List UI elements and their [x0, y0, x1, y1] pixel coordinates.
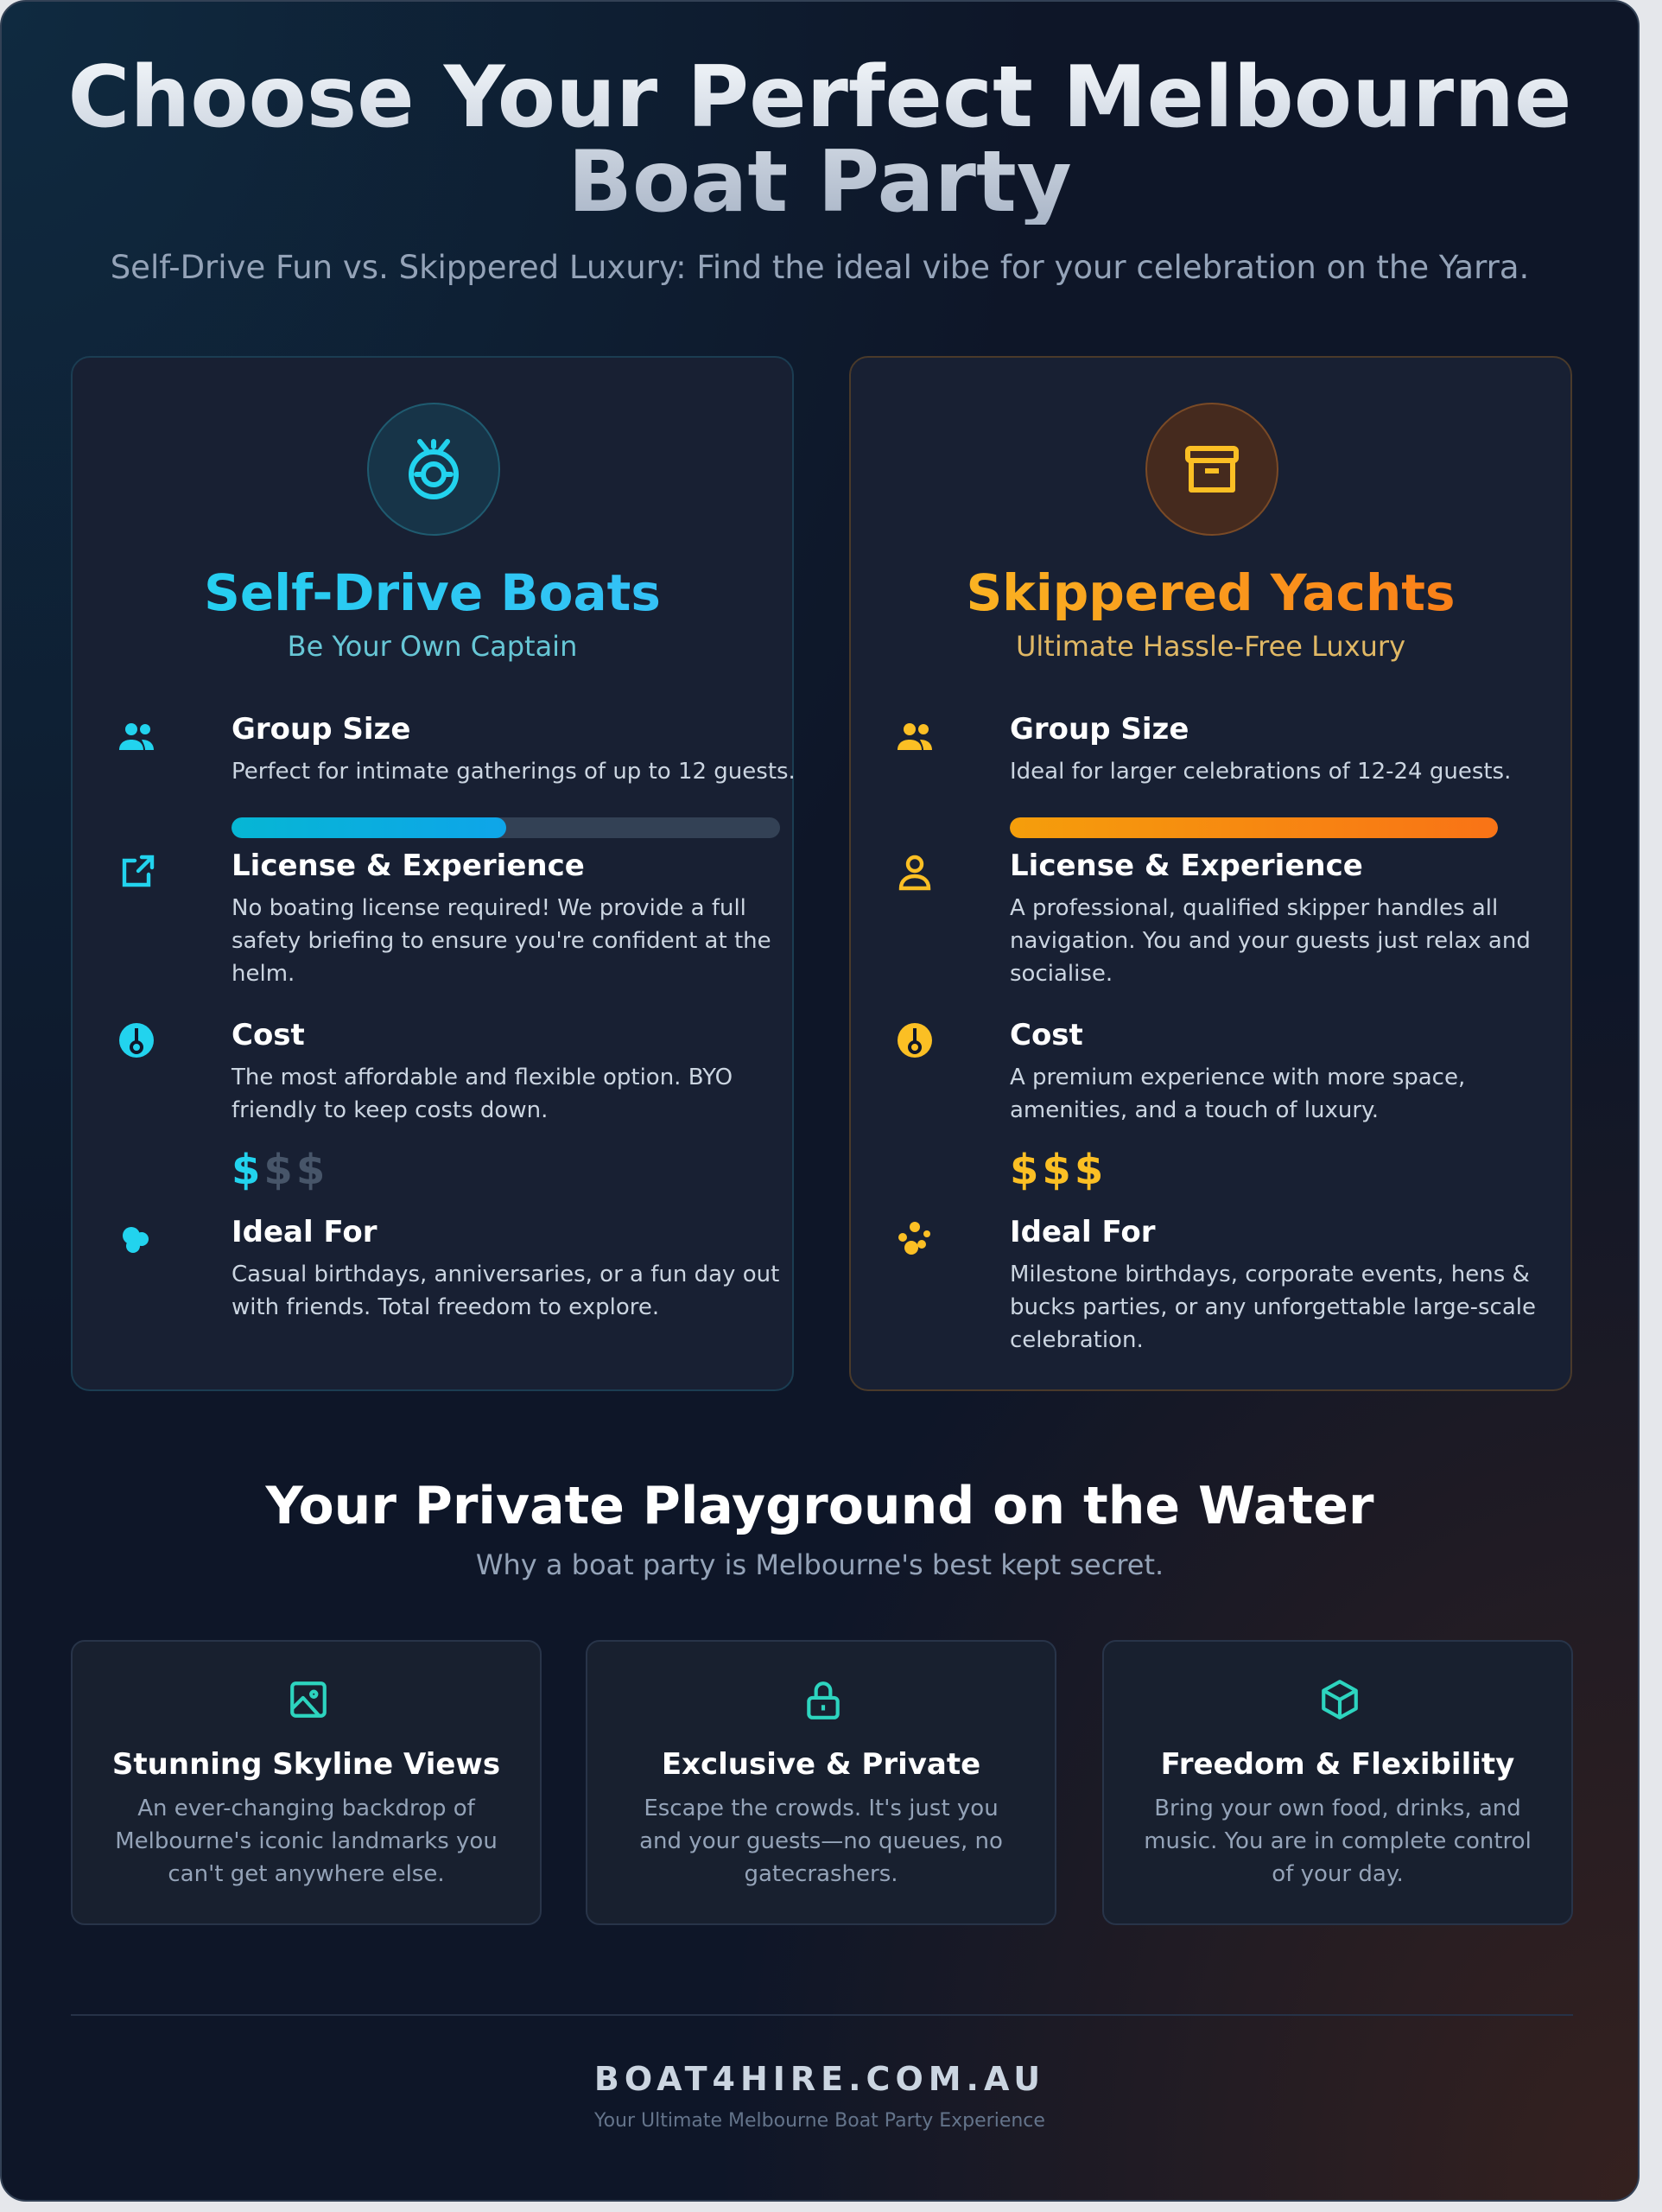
feature-desc: A premium experience with more space, am…	[1010, 1065, 1466, 1123]
feature-desc: Perfect for intimate gatherings of up to…	[232, 759, 796, 785]
user-icon	[898, 855, 931, 891]
external-link-icon	[122, 855, 155, 887]
feature-title: Group Size	[1010, 712, 1189, 747]
feature-title: Group Size	[232, 712, 411, 747]
feature-title: Cost	[232, 1018, 305, 1052]
price-symbol: $	[232, 1146, 264, 1194]
price-symbol: $	[263, 1146, 296, 1194]
option-tagline: Ultimate Hassle-Free Luxury	[1015, 630, 1405, 663]
benefit-desc: An ever-changing backdrop of Melbourne's…	[115, 1796, 498, 1887]
benefit-card-freedom: Freedom & Flexibility Bring your own foo…	[1102, 1640, 1573, 1925]
option-title: Skippered Yachts	[851, 563, 1570, 622]
users-icon	[119, 723, 154, 750]
capacity-bar	[1010, 817, 1498, 838]
benefit-desc: Escape the crowds. It's just you and you…	[639, 1796, 1003, 1887]
feature-desc: Casual birthdays, anniversaries, or a fu…	[232, 1262, 780, 1320]
option-tagline: Be Your Own Captain	[287, 630, 578, 663]
feature-title: License & Experience	[232, 849, 585, 883]
title-line-1: Choose Your Perfect Melbourne	[67, 48, 1572, 147]
footer-tagline: Your Ultimate Melbourne Boat Party Exper…	[594, 2110, 1045, 2132]
benefit-title: Freedom & Flexibility	[1160, 1747, 1515, 1782]
feature-title: Cost	[1010, 1018, 1083, 1052]
self-drive-card: Self-Drive Boats Be Your Own Captain Gro…	[71, 356, 796, 1391]
benefit-desc: Bring your own food, drinks, and music. …	[1144, 1796, 1532, 1887]
price-rating: $$$	[232, 1146, 328, 1194]
feature-desc: Milestone birthdays, corporate events, h…	[1010, 1262, 1537, 1353]
footer-divider	[71, 2014, 1573, 2016]
section-title: Your Private Playground on the Water	[265, 1476, 1374, 1536]
feature-desc: Ideal for larger celebrations of 12-24 g…	[1010, 759, 1512, 785]
price-symbol: $	[1010, 1146, 1043, 1194]
capacity-fill	[232, 817, 506, 838]
page-title: Choose Your Perfect Melbourne Boat Party	[2, 55, 1638, 225]
feature-title: License & Experience	[1010, 849, 1363, 883]
price-rating: $$$	[1010, 1146, 1107, 1194]
price-symbol: $	[1074, 1146, 1107, 1194]
capacity-bar	[232, 817, 780, 838]
party-icon	[898, 1222, 930, 1255]
feature-desc: A professional, qualified skipper handle…	[1010, 895, 1531, 987]
option-title: Self-Drive Boats	[73, 563, 792, 622]
capacity-fill	[1010, 817, 1498, 838]
price-symbol: $	[1042, 1146, 1075, 1194]
cost-icon	[119, 1023, 154, 1058]
page-subtitle: Self-Drive Fun vs. Skippered Luxury: Fin…	[110, 249, 1530, 286]
archive-box-icon	[1145, 403, 1278, 536]
feature-desc: No boating license required! We provide …	[232, 895, 771, 987]
cost-icon	[898, 1023, 932, 1058]
benefit-card-views: Stunning Skyline Views An ever-changing …	[71, 1640, 542, 1925]
title-line-2: Boat Party	[568, 133, 1072, 232]
skippered-card: Skippered Yachts Ultimate Hassle-Free Lu…	[849, 356, 1572, 1391]
feature-title: Ideal For	[232, 1215, 377, 1249]
feature-title: Ideal For	[1010, 1215, 1156, 1249]
feature-desc: The most affordable and flexible option.…	[232, 1065, 733, 1123]
benefit-title: Exclusive & Private	[661, 1747, 981, 1782]
party-icon	[123, 1227, 149, 1253]
section-subtitle: Why a boat party is Melbourne's best kep…	[475, 1548, 1164, 1581]
lock-icon	[807, 1681, 840, 1719]
footer-brand[interactable]: BOAT4HIRE.COM.AU	[593, 2060, 1046, 2098]
price-symbol: $	[295, 1146, 329, 1194]
image-icon	[290, 1681, 327, 1718]
benefit-title: Stunning Skyline Views	[111, 1747, 501, 1782]
cube-icon	[1322, 1680, 1358, 1719]
users-icon	[898, 723, 932, 750]
benefit-card-private: Exclusive & Private Escape the crowds. I…	[586, 1640, 1056, 1925]
steering-wheel-icon	[367, 403, 500, 536]
